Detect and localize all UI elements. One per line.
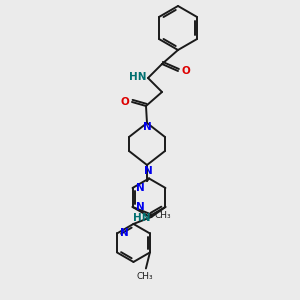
Text: CH₃: CH₃ (154, 212, 171, 220)
Text: N: N (136, 183, 144, 193)
Text: HN: HN (133, 213, 151, 223)
Text: N: N (136, 202, 144, 212)
Text: N: N (120, 229, 129, 238)
Text: N: N (144, 166, 152, 176)
Text: HN: HN (128, 72, 146, 82)
Text: N: N (142, 122, 152, 132)
Text: CH₃: CH₃ (136, 272, 153, 281)
Text: O: O (120, 97, 129, 107)
Text: O: O (181, 66, 190, 76)
